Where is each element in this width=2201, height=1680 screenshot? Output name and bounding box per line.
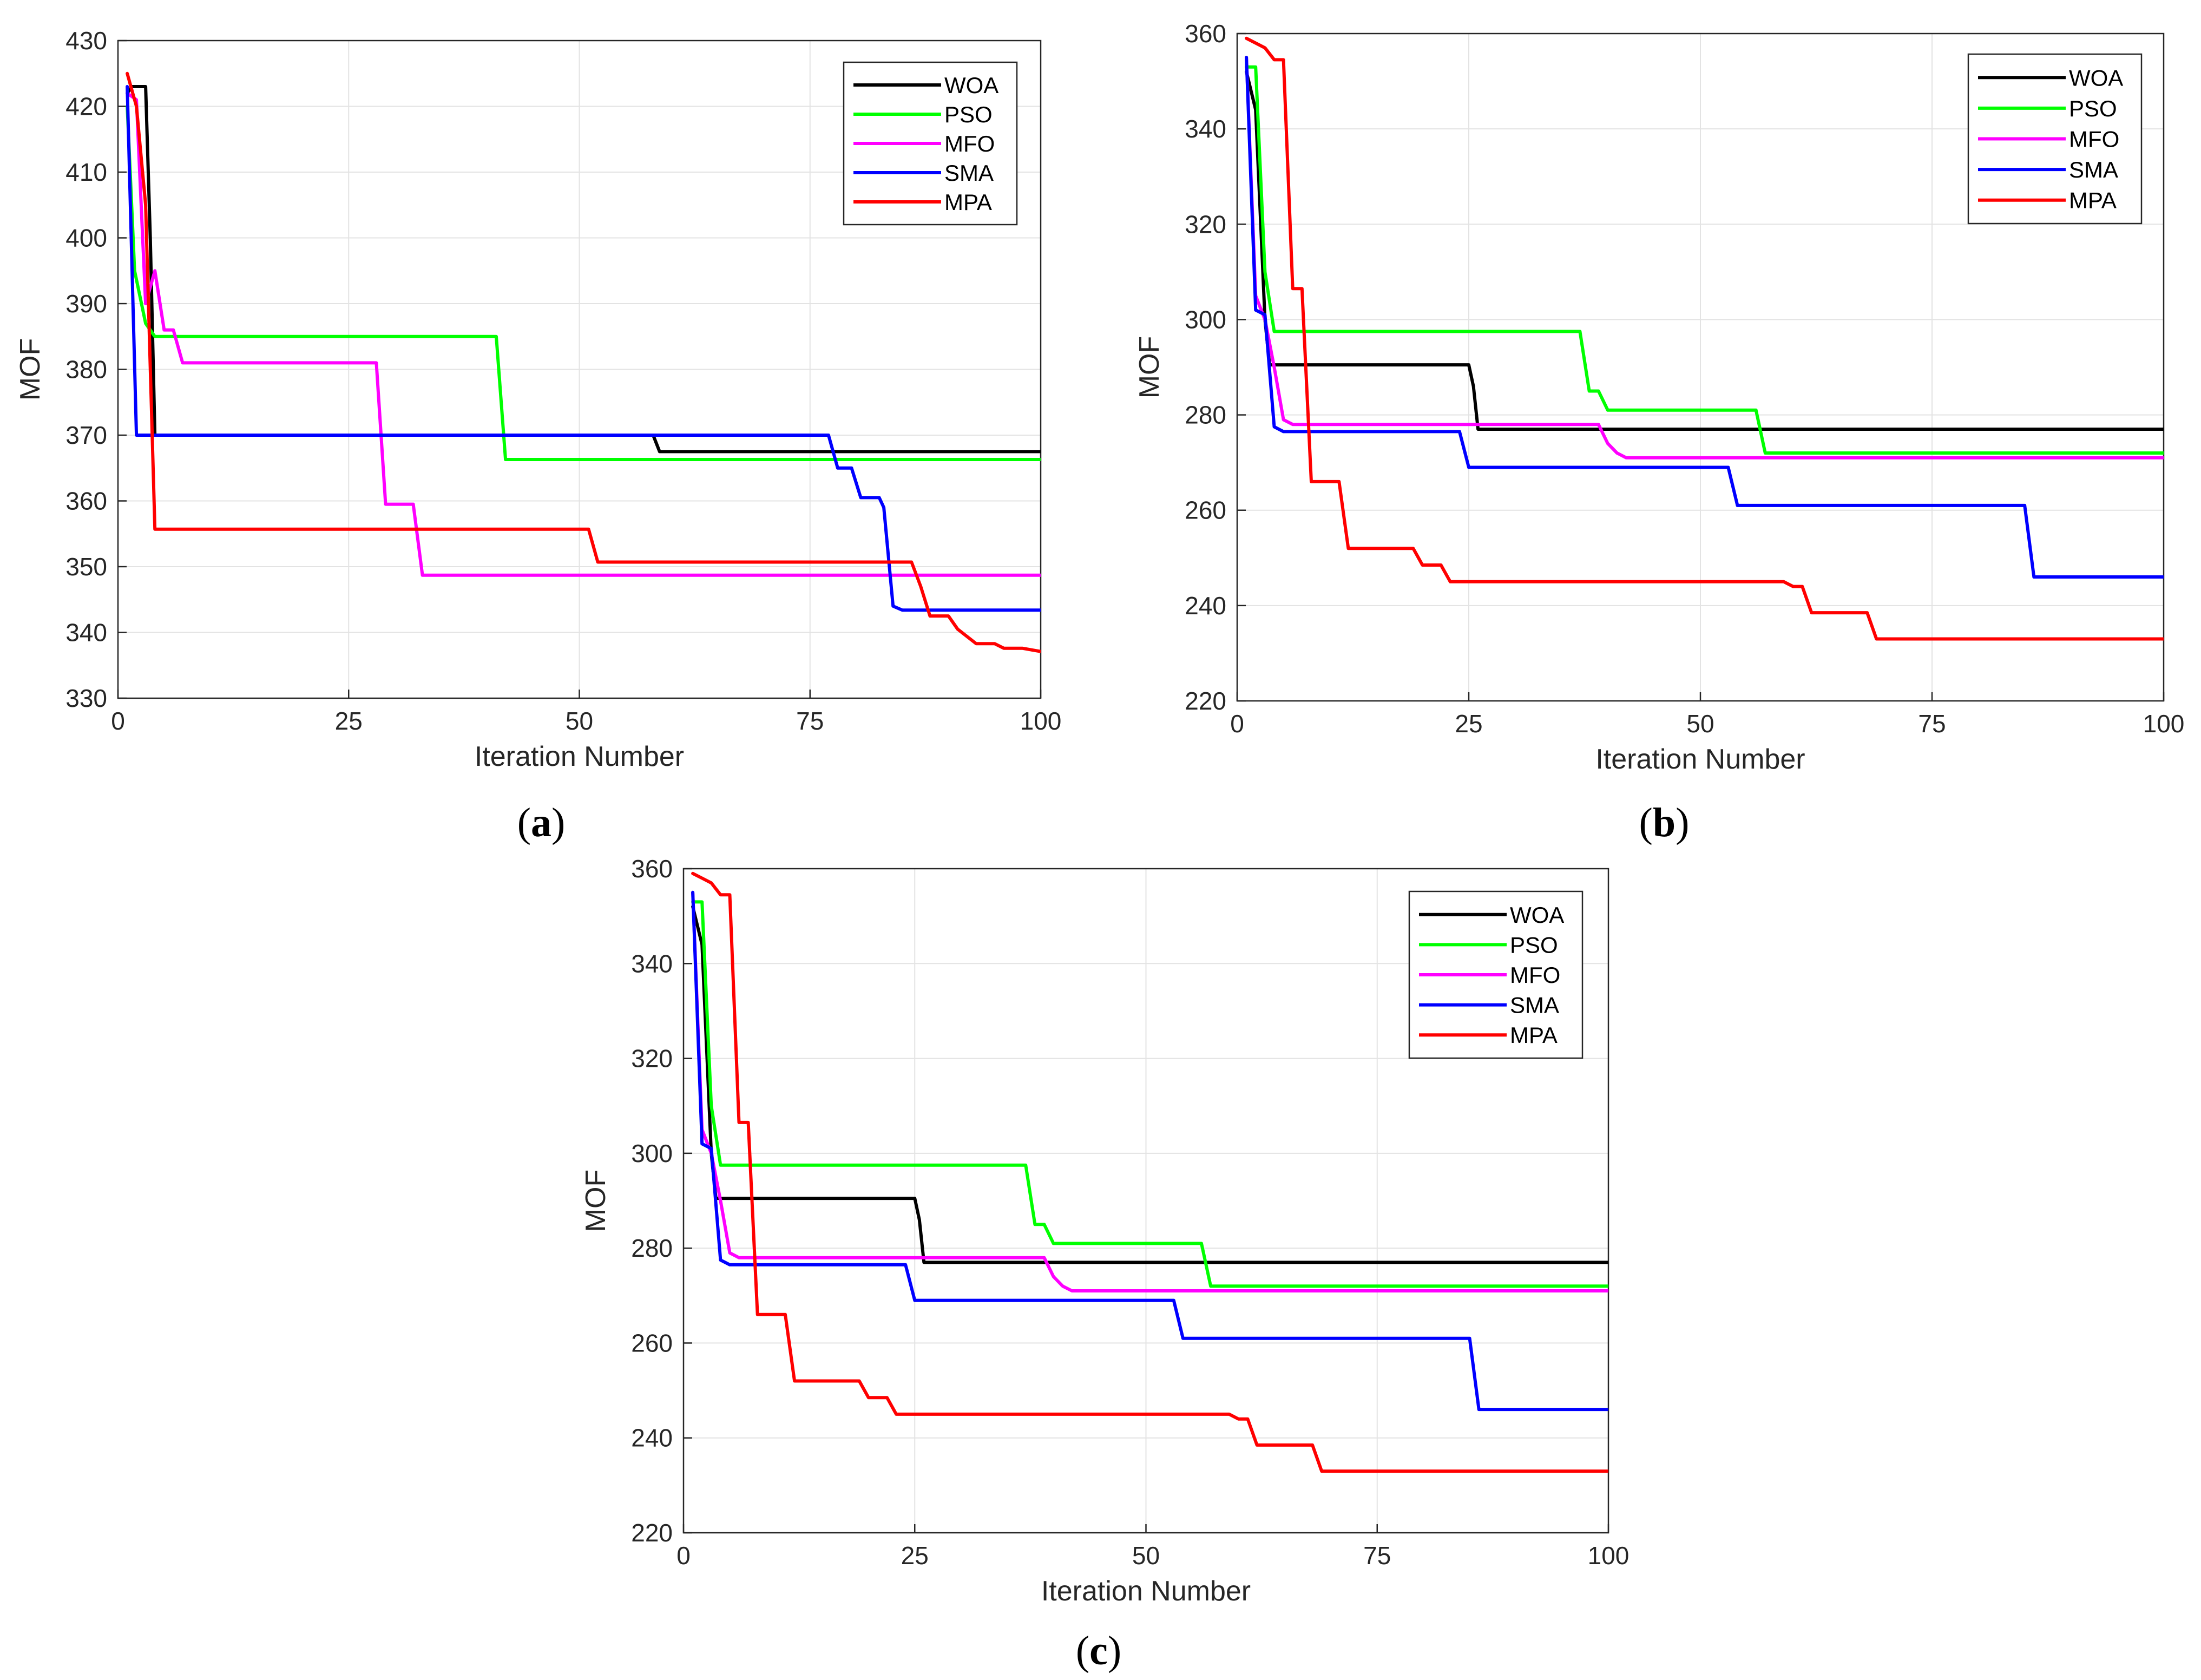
y-tick-label: 420	[65, 93, 107, 121]
panel-label: (c)	[1076, 1628, 1121, 1674]
y-tick-label: 280	[631, 1234, 673, 1262]
y-tick-label: 350	[65, 553, 107, 581]
series-line-pso	[1245, 65, 2164, 455]
chart-panel-a: 0 25 50 75 100 330 340 350 360 370 380 390 400 410 420…	[15, 27, 1061, 845]
x-tick-label: 75	[1363, 1541, 1391, 1570]
x-tick-label: 75	[1918, 710, 1946, 738]
legend-entry-mfo: MFO	[2069, 127, 2119, 152]
legend: WOA PSO MFO SMA MPA	[843, 61, 1018, 226]
x-axis-label: Iteration Number	[1041, 1576, 1251, 1607]
y-tick-label: 340	[631, 949, 673, 977]
legend-entry-woa: WOA	[2069, 65, 2123, 90]
chart-panel-c: 0 25 50 75 100 220 240 260 280 300 320 340 360 Iterat…	[580, 855, 1629, 1674]
series-line-sma	[126, 85, 1041, 612]
y-tick-label: 330	[65, 684, 107, 712]
series-line-pso	[691, 900, 1608, 1288]
y-tick-label: 320	[1185, 210, 1226, 238]
series-line-sma	[1245, 56, 2164, 579]
legend-entry-woa: WOA	[1510, 902, 1564, 928]
y-tick-label: 300	[1185, 305, 1226, 333]
legend-entry-pso: PSO	[2069, 96, 2117, 121]
x-tick-label: 100	[1020, 707, 1062, 735]
series-group	[126, 71, 1041, 653]
y-tick-label: 240	[1185, 592, 1226, 620]
y-tick-label: 360	[65, 487, 107, 515]
legend-entry-mpa: MPA	[1510, 1022, 1558, 1048]
series-line-mpa	[126, 71, 1041, 653]
x-tick-label: 50	[1132, 1541, 1160, 1570]
series-line-woa	[1245, 70, 2164, 431]
y-tick-label: 370	[65, 421, 107, 449]
x-tick-label: 25	[335, 707, 363, 735]
series-line-mpa	[691, 871, 1608, 1473]
y-tick-label: 320	[631, 1045, 673, 1073]
x-tick-label: 75	[796, 707, 824, 735]
legend-entry-pso: PSO	[1510, 932, 1558, 957]
legend: WOA PSO MFO SMA MPA	[1408, 890, 1584, 1059]
panel-letter: b	[1653, 800, 1676, 845]
series-group	[1245, 36, 2164, 641]
x-tick-label: 50	[566, 707, 593, 735]
legend-entry-pso: PSO	[944, 102, 993, 127]
legend-entry-sma: SMA	[2069, 157, 2118, 182]
series-line-mfo	[126, 91, 1041, 577]
legend-entry-mfo: MFO	[944, 131, 995, 156]
y-tick-label: 280	[1185, 401, 1226, 429]
x-tick-label: 50	[1686, 710, 1714, 738]
x-axis-label: Iteration Number	[1595, 744, 1805, 775]
series-line-mpa	[1245, 36, 2164, 641]
x-tick-label: 0	[1230, 710, 1244, 738]
panel-letter: c	[1089, 1628, 1108, 1674]
y-tick-label: 390	[65, 290, 107, 318]
legend-entry-mpa: MPA	[944, 189, 992, 215]
y-tick-label: 260	[1185, 496, 1226, 524]
series-group	[691, 871, 1608, 1473]
panel-label: (a)	[517, 800, 566, 845]
y-tick-label: 220	[631, 1519, 673, 1547]
panel-label: (b)	[1639, 800, 1690, 845]
x-tick-label: 0	[676, 1541, 691, 1570]
x-tick-label: 0	[111, 707, 125, 735]
legend-entry-sma: SMA	[1510, 993, 1559, 1018]
x-tick-label: 25	[1455, 710, 1482, 738]
x-axis-label: Iteration Number	[475, 741, 684, 772]
y-tick-label: 240	[631, 1424, 673, 1452]
y-axis-label: MOF	[1134, 336, 1165, 399]
y-axis-label: MOF	[580, 1170, 612, 1232]
legend-entry-woa: WOA	[944, 73, 998, 98]
x-tick-label: 25	[901, 1541, 929, 1570]
y-tick-label: 410	[65, 158, 107, 186]
y-tick-label: 220	[1185, 687, 1226, 715]
legend-entry-mfo: MFO	[1510, 962, 1560, 988]
legend-entry-sma: SMA	[944, 160, 994, 186]
series-line-sma	[691, 890, 1608, 1412]
chart-panel-b: 0 25 50 75 100 220 240 260 280 300 320 340 360 Iterat…	[1134, 19, 2184, 845]
y-tick-label: 340	[1185, 115, 1226, 143]
y-axis-label: MOF	[15, 338, 46, 401]
y-tick-label: 360	[1185, 19, 1226, 48]
series-line-woa	[126, 85, 1041, 454]
y-tick-label: 260	[631, 1329, 673, 1357]
x-tick-label: 100	[2143, 710, 2185, 738]
y-tick-label: 300	[631, 1139, 673, 1167]
legend: WOA PSO MFO SMA MPA	[1967, 53, 2143, 225]
series-line-pso	[126, 104, 1041, 461]
y-tick-label: 340	[65, 619, 107, 647]
y-tick-label: 360	[631, 855, 673, 883]
legend-entry-mpa: MPA	[2069, 188, 2117, 213]
y-tick-label: 380	[65, 356, 107, 384]
x-tick-label: 100	[1588, 1541, 1630, 1570]
y-tick-label: 430	[65, 27, 107, 55]
panel-letter: a	[531, 800, 551, 845]
y-tick-label: 400	[65, 224, 107, 252]
series-line-woa	[691, 905, 1608, 1264]
